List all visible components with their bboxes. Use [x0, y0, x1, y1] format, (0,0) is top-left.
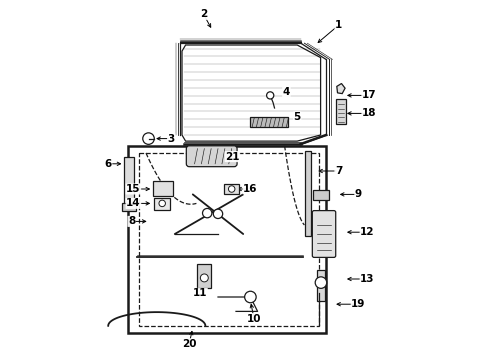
Bar	[336, 99, 346, 124]
Text: 9: 9	[355, 189, 362, 199]
Circle shape	[267, 92, 274, 99]
Bar	[314, 190, 328, 200]
Text: 10: 10	[247, 314, 261, 324]
Text: 18: 18	[362, 108, 376, 118]
Text: 8: 8	[128, 216, 135, 226]
FancyBboxPatch shape	[312, 211, 336, 257]
Text: 14: 14	[126, 198, 141, 208]
Text: 4: 4	[283, 87, 290, 97]
Text: 15: 15	[126, 184, 141, 194]
Text: 21: 21	[225, 152, 240, 162]
Circle shape	[159, 200, 166, 207]
Circle shape	[143, 133, 154, 144]
Text: 17: 17	[362, 90, 376, 100]
Text: 1: 1	[335, 20, 342, 30]
Text: 6: 6	[104, 159, 112, 169]
Text: 2: 2	[200, 9, 207, 19]
Text: 12: 12	[360, 227, 375, 237]
Text: 13: 13	[360, 274, 375, 284]
Text: 11: 11	[193, 288, 207, 298]
Text: 19: 19	[351, 299, 366, 309]
Bar	[305, 151, 311, 236]
Bar	[153, 181, 173, 196]
Circle shape	[228, 186, 235, 192]
Text: 7: 7	[335, 166, 343, 176]
Polygon shape	[337, 84, 345, 94]
Bar	[224, 184, 239, 194]
Circle shape	[200, 274, 208, 282]
Bar	[317, 270, 325, 301]
Bar	[154, 198, 171, 210]
Bar	[197, 264, 211, 288]
Circle shape	[245, 291, 256, 303]
Text: 3: 3	[168, 134, 175, 144]
FancyBboxPatch shape	[186, 146, 237, 167]
Text: 20: 20	[182, 339, 196, 349]
Bar	[123, 157, 134, 205]
Bar	[250, 117, 288, 127]
Text: 16: 16	[243, 184, 258, 194]
Text: 5: 5	[294, 112, 301, 122]
Polygon shape	[182, 45, 320, 141]
Circle shape	[202, 208, 212, 218]
Circle shape	[213, 209, 222, 219]
Circle shape	[315, 277, 327, 288]
Bar	[122, 203, 136, 211]
